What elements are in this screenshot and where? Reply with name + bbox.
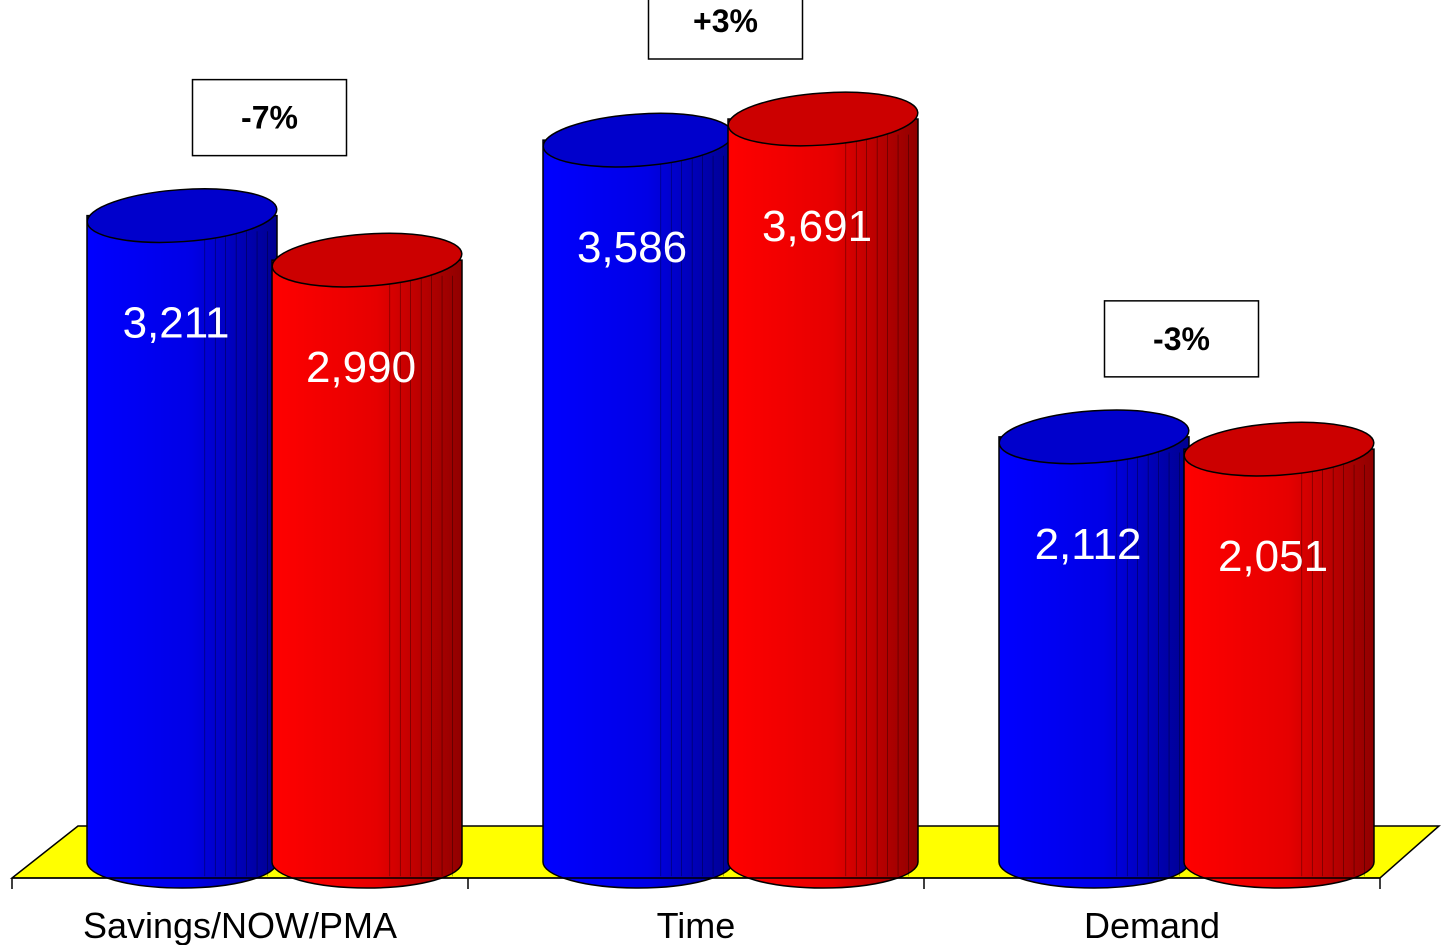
change-callout-label: -7% [241, 100, 298, 136]
change-callout-label: -3% [1153, 321, 1210, 357]
bar [86, 188, 278, 889]
x-tick-label: Savings/NOW/PMA [83, 905, 397, 945]
bar [1183, 421, 1375, 889]
bar-value-label: 3,691 [762, 202, 872, 251]
bar-value-label: 2,112 [1035, 520, 1142, 569]
change-callout-box [647, 0, 804, 60]
bar-value-label: 2,990 [306, 343, 416, 392]
change-callout-box [191, 78, 348, 157]
change-callout-label: +3% [693, 3, 758, 39]
bar [727, 91, 919, 889]
change-callout-box [1103, 300, 1260, 378]
x-tick-label: Demand [1084, 905, 1220, 945]
bar-value-label: 3,211 [123, 299, 230, 348]
bar-value-label: 3,586 [577, 223, 687, 272]
bar [542, 112, 734, 889]
bar [998, 409, 1190, 889]
x-tick-label: Time [657, 905, 736, 945]
bar [271, 232, 463, 889]
bar-value-label: 2,051 [1218, 532, 1328, 581]
